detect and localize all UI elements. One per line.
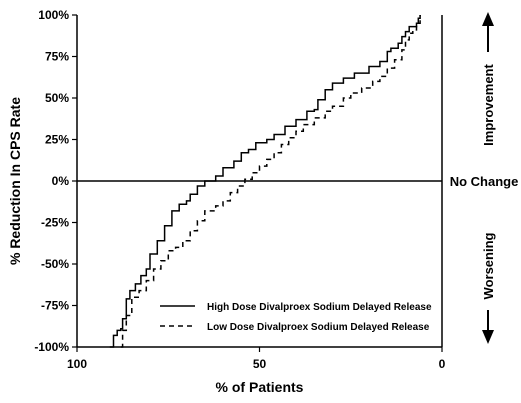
x-tick-label: 50	[253, 357, 267, 371]
x-tick-label: 0	[439, 357, 446, 371]
y-tick-label: 75%	[45, 50, 69, 64]
x-tick-label: 100	[67, 357, 87, 371]
direction-arrows	[482, 12, 494, 344]
legend-label-low-dose: Low Dose Divalproex Sodium Delayed Relea…	[207, 322, 430, 333]
series-group	[109, 15, 421, 348]
y-tick-label: -100%	[34, 340, 69, 354]
y-tick-label: -75%	[41, 299, 69, 313]
y-tick-label: 100%	[38, 8, 69, 22]
ticks: -100% -75% -50% -25% 0% 25% 50% 75% 100% 100 50 0	[34, 8, 445, 371]
axes	[76, 15, 443, 348]
y-tick-label: 0%	[52, 174, 70, 188]
worsening-label: Worsening	[481, 232, 496, 299]
y-tick-label: 25%	[45, 133, 69, 147]
legend-label-high-dose: High Dose Divalproex Sodium Delayed Rele…	[207, 302, 432, 313]
y-tick-label: -50%	[41, 257, 69, 271]
y-tick-label: -25%	[41, 216, 69, 230]
improvement-arrow-head	[482, 12, 494, 26]
x-axis-title: % of Patients	[216, 379, 304, 395]
y-tick-label: 50%	[45, 91, 69, 105]
legend: High Dose Divalproex Sodium Delayed Rele…	[160, 302, 432, 333]
series-line-high-dose	[109, 15, 421, 348]
worsening-arrow-head	[482, 330, 494, 344]
y-axis-title: % Reduction In CPS Rate	[7, 97, 23, 265]
improvement-label: Improvement	[481, 64, 496, 146]
series-line-low-dose	[120, 15, 421, 348]
no-change-label: No Change	[450, 174, 519, 189]
